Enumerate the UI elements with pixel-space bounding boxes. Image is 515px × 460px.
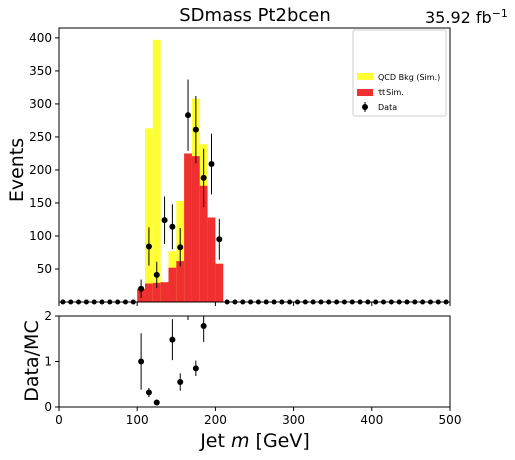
y-axis-label-main: Events bbox=[6, 138, 28, 202]
x-axis-label-var: m bbox=[231, 430, 250, 452]
bar-ttbar-2 bbox=[152, 282, 161, 302]
x-tick-label: 100 bbox=[126, 413, 149, 427]
data-point bbox=[185, 112, 192, 119]
ratio-point bbox=[145, 389, 152, 396]
legend-swatch-ttbar bbox=[357, 89, 373, 96]
data-point bbox=[138, 285, 145, 292]
main-frame bbox=[58, 27, 451, 303]
bar-ttbar-1 bbox=[145, 283, 153, 302]
ratio-point bbox=[177, 378, 184, 385]
main-plot: 50 100 150 200 250 300 350 400 bbox=[29, 27, 451, 306]
x-tick-label: 0 bbox=[55, 413, 63, 427]
x-tick-label: 400 bbox=[360, 413, 383, 427]
bar-ttbar-8 bbox=[199, 185, 208, 302]
bar-qcd-1 bbox=[145, 128, 153, 302]
legend: QCD Bkg (Sim.) t_tSim. Data bbox=[352, 29, 447, 117]
bar-ttbar-5 bbox=[176, 261, 185, 302]
y-tick-label-ratio: 2 bbox=[44, 309, 52, 323]
luminosity-value: 35.92 bbox=[425, 8, 471, 27]
ratio-point bbox=[138, 358, 145, 365]
legend-swatch-qcd bbox=[357, 73, 373, 80]
ratio-point bbox=[153, 399, 160, 406]
y-tick-label-ratio: 0 bbox=[44, 400, 52, 414]
ratio-point bbox=[169, 336, 176, 343]
data-point bbox=[216, 236, 223, 243]
x-axis-label-text: Jet bbox=[199, 430, 225, 452]
y-tick-label-ratio: 1 bbox=[44, 355, 52, 369]
data-point bbox=[177, 244, 184, 251]
bar-ttbar-7 bbox=[191, 156, 200, 302]
legend-label-ttbar: t_tSim. bbox=[377, 82, 404, 97]
legend-label-ttbar-text: Sim. bbox=[386, 88, 404, 97]
x-axis-label: Jet m [GeV] bbox=[199, 430, 310, 452]
legend-data-marker bbox=[362, 104, 368, 110]
ratio-plot: 0 1 2 0 100 200 300 400 500 bbox=[44, 309, 461, 427]
legend-frame bbox=[352, 29, 447, 117]
x-tick-label: 500 bbox=[439, 413, 462, 427]
ratio-point bbox=[192, 365, 199, 372]
data-point bbox=[192, 126, 199, 133]
luminosity-label: 35.92 fb−1 bbox=[425, 7, 508, 27]
chart-title: SDmass Pt2bcen bbox=[179, 5, 331, 26]
y-tick-label-main: 50 bbox=[37, 262, 52, 276]
y-tick-label-main: 100 bbox=[29, 229, 52, 243]
luminosity-exponent: −1 bbox=[492, 7, 508, 20]
y-tick-label-main: 150 bbox=[29, 196, 52, 210]
bar-ttbar-10 bbox=[215, 263, 224, 302]
bar-qcd-2 bbox=[152, 39, 161, 302]
legend-label-qcd: QCD Bkg (Sim.) bbox=[378, 73, 440, 82]
luminosity-unit: fb bbox=[476, 8, 492, 27]
bar-ttbar-4 bbox=[168, 267, 177, 302]
bar-ttbar-6 bbox=[184, 153, 192, 302]
ratio-frame bbox=[58, 315, 451, 408]
y-axis-label-ratio: Data/MC bbox=[21, 320, 43, 401]
x-tick-label: 200 bbox=[204, 413, 227, 427]
y-tick-label-main: 200 bbox=[29, 163, 52, 177]
legend-label-data: Data bbox=[378, 103, 397, 112]
bar-ttbar-9 bbox=[207, 217, 216, 302]
y-tick-label-main: 400 bbox=[29, 31, 52, 45]
x-tick-label: 300 bbox=[282, 413, 305, 427]
data-point bbox=[200, 174, 207, 181]
y-tick-label-main: 350 bbox=[29, 64, 52, 78]
y-tick-label-main: 250 bbox=[29, 130, 52, 144]
data-point bbox=[153, 271, 160, 278]
y-tick-label-main: 300 bbox=[29, 97, 52, 111]
data-point bbox=[208, 161, 215, 168]
data-point bbox=[145, 243, 152, 250]
ratio-point bbox=[200, 323, 207, 330]
data-point bbox=[169, 223, 176, 230]
x-axis-label-unit: [GeV] bbox=[256, 430, 310, 452]
data-point bbox=[161, 217, 168, 224]
bar-ttbar-3 bbox=[160, 282, 169, 302]
